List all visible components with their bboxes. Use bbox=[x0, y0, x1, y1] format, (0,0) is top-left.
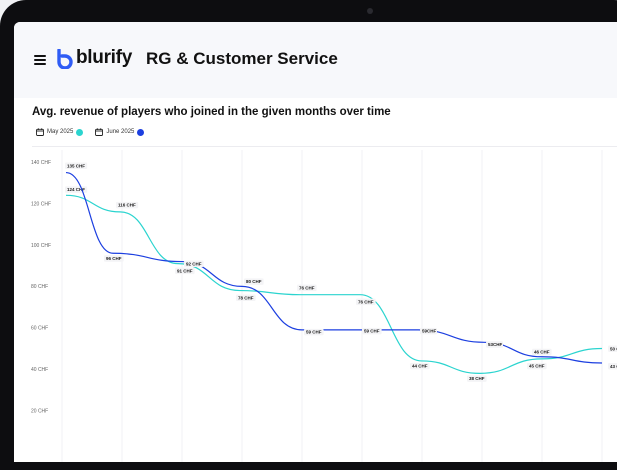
legend-item-june[interactable]: June 2025 bbox=[95, 128, 145, 136]
data-label: 135 CHF bbox=[67, 163, 85, 168]
data-label-bg bbox=[104, 255, 124, 262]
data-label: 124 CHF bbox=[67, 187, 85, 192]
data-label-bg bbox=[244, 278, 264, 285]
data-label-bg bbox=[362, 327, 382, 335]
data-label: 43 CHF bbox=[610, 364, 617, 369]
chart-divider bbox=[32, 146, 617, 147]
app-screen: blurify RG & Customer Service Avg. reven… bbox=[14, 22, 617, 462]
data-label-bg bbox=[297, 284, 317, 292]
chart-title: Avg. revenue of players who joined in th… bbox=[32, 106, 391, 118]
revenue-line-chart: 20 CHF 40 CHF 60 CHF 80 CHF 100 CHF 120 CHF 14… bbox=[31, 150, 617, 462]
y-tick-label: 40 CHF bbox=[31, 367, 48, 373]
brand-logo-text: blurify bbox=[76, 47, 132, 68]
data-label: 59 CHF bbox=[364, 329, 380, 334]
data-label-bg bbox=[486, 341, 503, 348]
legend-dot-june bbox=[137, 128, 145, 136]
chart-legend: May 2025 June 2025 bbox=[36, 128, 145, 136]
data-label-bg bbox=[65, 162, 88, 170]
data-label: 50 CHF bbox=[610, 346, 617, 351]
data-label: 59 CHF bbox=[306, 330, 322, 335]
data-label-bg bbox=[420, 327, 437, 335]
data-label: 78 CHF bbox=[238, 295, 254, 300]
data-label: 38 CHF bbox=[469, 376, 485, 381]
data-label-bg bbox=[608, 362, 617, 370]
y-tick-label: 100 CHF bbox=[31, 243, 51, 249]
data-label: 76 CHF bbox=[299, 285, 315, 290]
data-label-bg bbox=[184, 260, 204, 268]
data-label-bg bbox=[527, 362, 547, 370]
data-label-bg bbox=[116, 201, 139, 209]
data-label: 91 CHF bbox=[177, 268, 193, 273]
camera-icon bbox=[367, 8, 373, 14]
data-label-bg bbox=[304, 328, 324, 336]
y-tick-label: 140 CHF bbox=[31, 160, 51, 166]
legend-label-june: June 2025 bbox=[106, 129, 135, 135]
y-tick-label: 20 CHF bbox=[31, 408, 48, 414]
data-label-bg bbox=[175, 267, 195, 275]
legend-label-may: May 2025 bbox=[47, 129, 74, 135]
data-label: 96 CHF bbox=[106, 256, 122, 261]
data-label-bg bbox=[356, 298, 376, 306]
data-label-bg bbox=[467, 375, 487, 382]
data-label: 45 CHF bbox=[529, 364, 545, 369]
calendar-icon bbox=[95, 128, 104, 136]
series-line-may bbox=[65, 194, 603, 374]
series-line-june bbox=[65, 171, 603, 364]
data-label: 59CHF bbox=[422, 329, 437, 334]
y-tick-label: 80 CHF bbox=[31, 284, 48, 290]
data-label: 116 CHF bbox=[118, 203, 136, 208]
data-label-bg bbox=[410, 362, 430, 370]
y-tick-label: 60 CHF bbox=[31, 326, 48, 332]
data-label-bg bbox=[236, 294, 256, 302]
data-label: 46 CHF bbox=[534, 350, 550, 355]
data-label: 44 CHF bbox=[412, 364, 428, 369]
calendar-icon bbox=[36, 128, 44, 136]
data-label-bg bbox=[608, 345, 617, 352]
legend-item-may[interactable]: May 2025 bbox=[36, 128, 84, 136]
data-label: 80 CHF bbox=[246, 279, 262, 284]
y-tick-label: 120 CHF bbox=[31, 201, 51, 207]
data-label-bg bbox=[532, 348, 552, 356]
page-title: RG & Customer Service bbox=[146, 49, 338, 68]
app-header: blurify RG & Customer Service bbox=[14, 22, 617, 98]
data-label: 92 CHF bbox=[186, 261, 202, 266]
hamburger-menu-icon[interactable] bbox=[34, 55, 46, 65]
blurify-logo-icon bbox=[57, 49, 73, 69]
legend-dot-may bbox=[76, 128, 84, 136]
data-label: 53CHF bbox=[488, 342, 503, 347]
data-label: 76 CHF bbox=[358, 299, 374, 304]
